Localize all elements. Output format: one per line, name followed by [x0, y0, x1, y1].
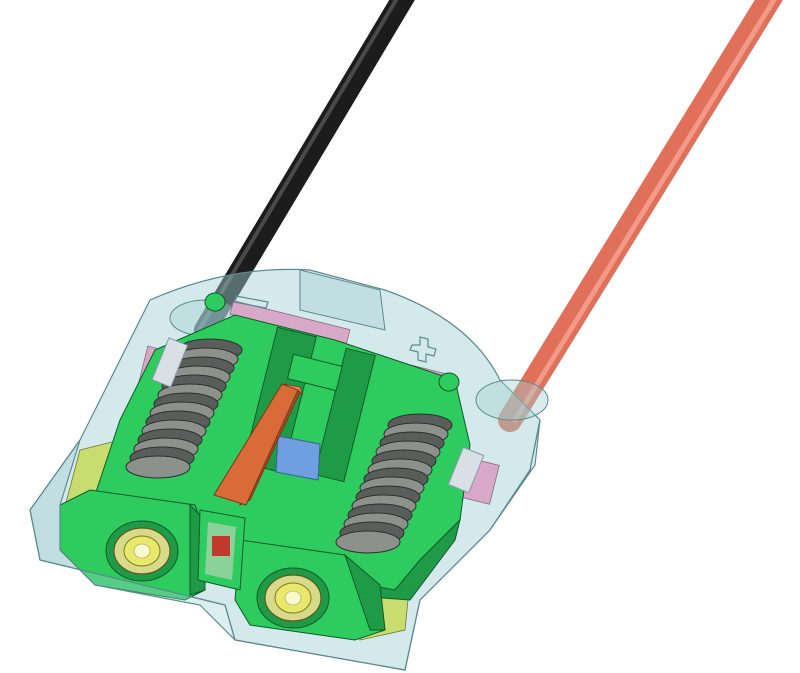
blue-block: [275, 435, 321, 481]
housing-front-overlay: [29, 419, 541, 671]
polarity-marks: [233, 295, 437, 363]
top-markers: [204, 292, 460, 392]
spring-coil: [335, 530, 401, 554]
left-spring: [125, 338, 243, 479]
red-wire: [498, 0, 783, 432]
left-terminal-screw: [105, 520, 179, 582]
right-spring: [335, 413, 453, 554]
center-slot: [197, 509, 246, 591]
right-terminal-screw: [256, 567, 330, 629]
spring-coil: [125, 455, 191, 479]
center-lever: [213, 383, 304, 507]
wire-sleeves: [151, 337, 485, 494]
